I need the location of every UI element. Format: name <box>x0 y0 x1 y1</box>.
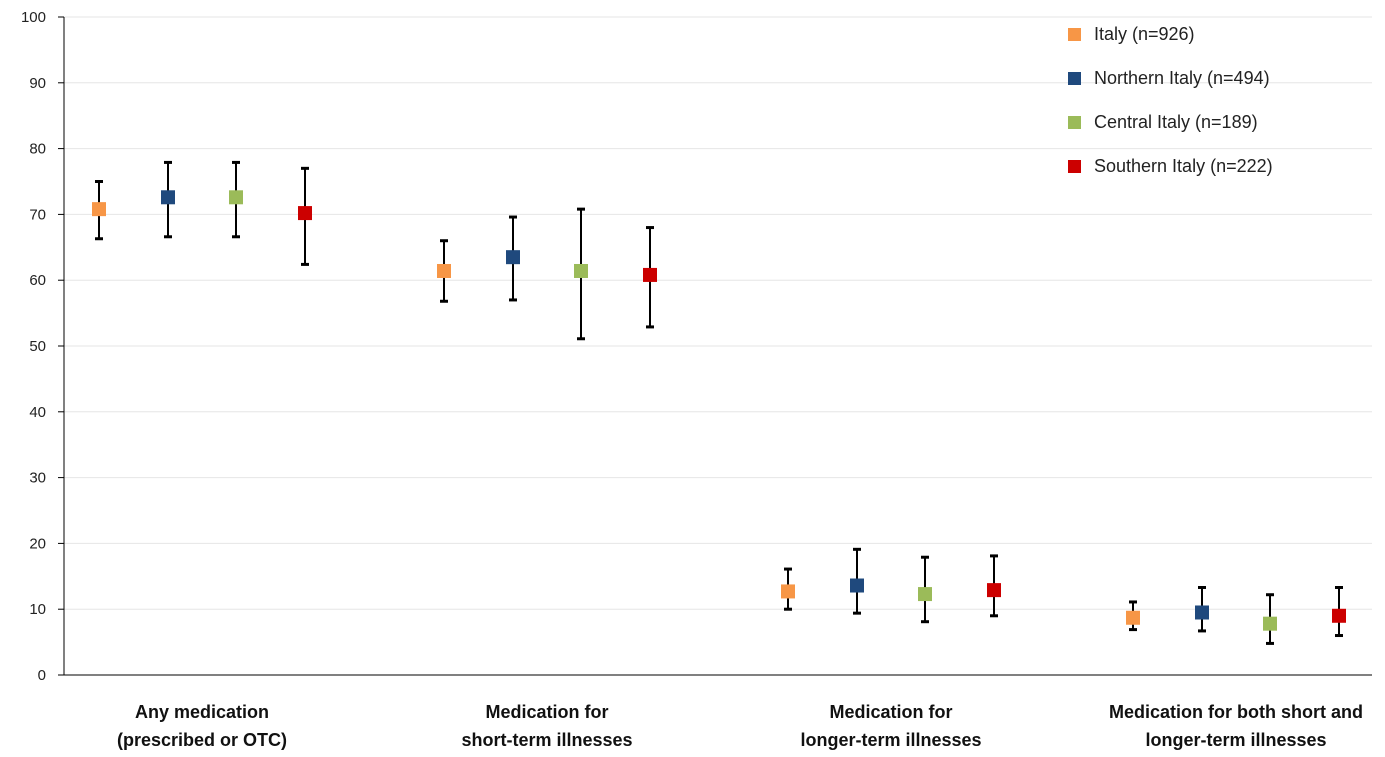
x-category-label: short-term illnesses <box>461 730 632 750</box>
data-point <box>92 202 106 217</box>
data-point <box>574 263 588 278</box>
x-category-label: longer-term illnesses <box>800 730 981 750</box>
data-point <box>229 190 243 205</box>
y-tick-label: 20 <box>29 535 46 552</box>
data-point <box>850 578 864 593</box>
x-category-label: Medication for <box>485 702 608 722</box>
x-category-label: Any medication <box>135 702 269 722</box>
legend-label: Northern Italy (n=494) <box>1094 68 1270 88</box>
legend-swatch <box>1068 28 1081 41</box>
data-point <box>506 250 520 265</box>
data-point <box>1332 608 1346 623</box>
grid <box>64 16 1372 610</box>
legend-label: Southern Italy (n=222) <box>1094 156 1273 176</box>
data-point <box>1263 616 1277 631</box>
data-point <box>437 263 451 278</box>
y-tick-label: 80 <box>29 141 46 158</box>
legend-label: Central Italy (n=189) <box>1094 112 1258 132</box>
data-point <box>1195 605 1209 620</box>
y-tick-label: 70 <box>29 206 46 223</box>
data-point <box>161 190 175 205</box>
legend-swatch <box>1068 72 1081 85</box>
x-category-label: (prescribed or OTC) <box>117 730 287 750</box>
y-tick-label: 30 <box>29 470 46 487</box>
data-point <box>1126 610 1140 625</box>
y-tick-label: 100 <box>21 9 46 26</box>
plot-area <box>92 160 1346 645</box>
x-category-label: Medication for <box>829 702 952 722</box>
legend-label: Italy (n=926) <box>1094 24 1195 44</box>
y-tick-label: 0 <box>38 667 46 684</box>
x-category-label: longer-term illnesses <box>1145 730 1326 750</box>
axes: 0 10 20 30 40 50 60 70 80 90 100 Any medication (pre… <box>21 9 1372 750</box>
y-tick-label: 60 <box>29 272 46 289</box>
legend-swatch <box>1068 116 1081 129</box>
x-category-label: Medication for both short and <box>1109 702 1363 722</box>
data-point <box>987 583 1001 598</box>
y-tick-label: 10 <box>29 601 46 618</box>
legend-swatch <box>1068 160 1081 173</box>
data-point <box>918 587 932 602</box>
y-tick-label: 40 <box>29 404 46 421</box>
data-point <box>643 267 657 282</box>
y-tick-label: 90 <box>29 75 46 92</box>
data-point <box>298 206 312 221</box>
legend: Italy (n=926) Northern Italy (n=494) Centr… <box>1068 24 1273 176</box>
data-point <box>781 584 795 599</box>
y-tick-label: 50 <box>29 338 46 355</box>
